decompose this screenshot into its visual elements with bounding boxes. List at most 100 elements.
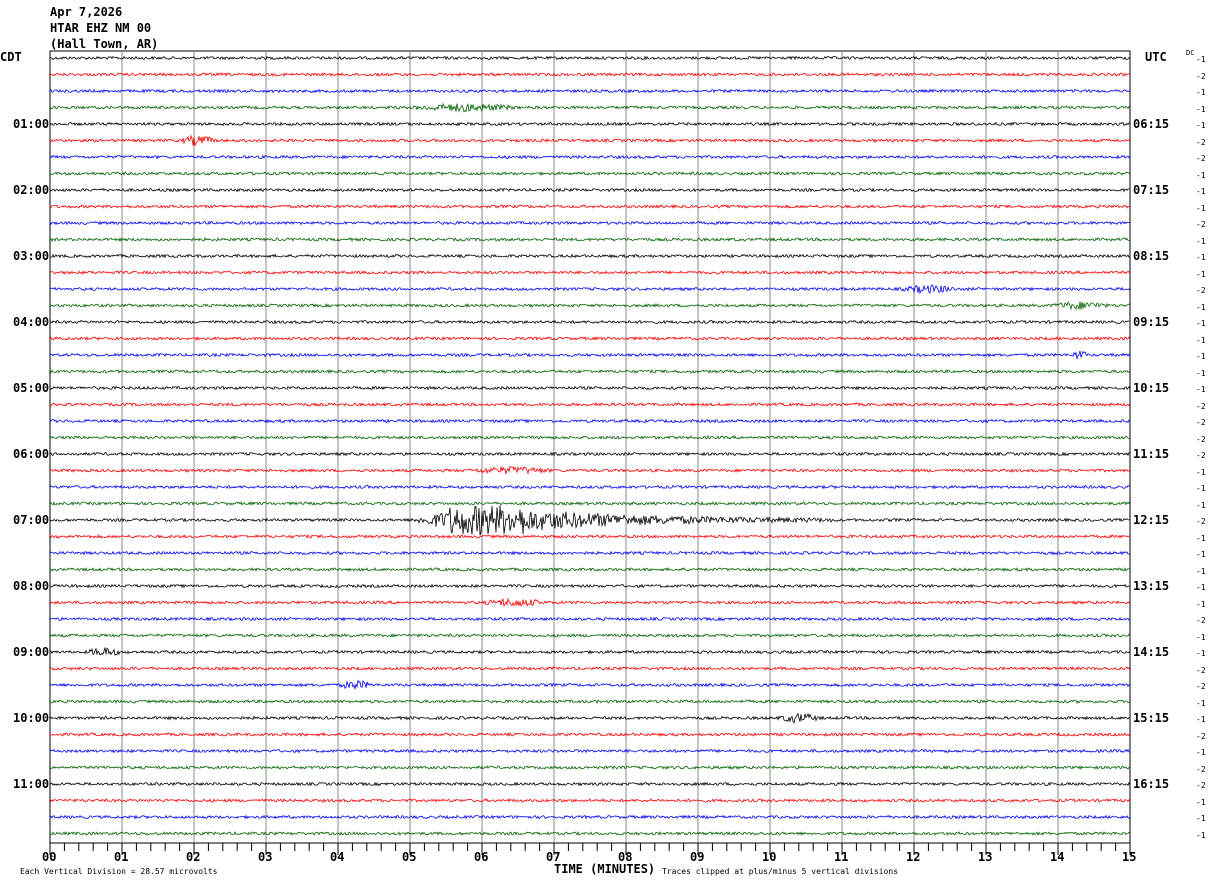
x-tick-label: 12 [906, 850, 921, 864]
right-hour-label: 10:15 [1133, 381, 1170, 395]
dc-offset-value: -1 [1196, 467, 1206, 477]
dc-offset-value: -1 [1196, 236, 1206, 246]
trace-line [49, 284, 1131, 295]
dc-offset-value: -1 [1196, 352, 1206, 361]
right-hour-label: 13:15 [1133, 579, 1170, 593]
dc-offset-value: -2 [1196, 154, 1206, 163]
trace-line [49, 204, 1131, 210]
dc-offset-value: -2 [1196, 401, 1206, 411]
dc-offset-value: -1 [1196, 88, 1206, 97]
dc-offset-value: -2 [1196, 781, 1206, 790]
x-tick-label: 06 [474, 850, 489, 864]
right-hour-label: 08:15 [1133, 249, 1170, 263]
dc-offset-value: -1 [1196, 203, 1206, 213]
x-tick-label: 04 [330, 850, 345, 864]
left-hour-label: 05:00 [13, 381, 50, 395]
left-hour-label: 08:00 [13, 579, 50, 593]
x-tick-label: 01 [114, 850, 129, 864]
x-tick-label: 00 [42, 850, 57, 864]
left-hour-label: 04:00 [13, 315, 50, 329]
x-tick-label: 03 [258, 850, 273, 864]
trace-line [49, 350, 1131, 359]
trace-line [49, 765, 1131, 770]
x-tick-label: 10 [762, 850, 777, 864]
right-hour-label: 12:15 [1133, 513, 1170, 527]
trace-line [49, 121, 1131, 127]
trace-line [50, 505, 1131, 536]
x-tick-label: 15 [1122, 850, 1137, 864]
trace-line [49, 466, 1131, 475]
trace-line [49, 385, 1131, 391]
date-label: Apr 7,2026 [50, 5, 123, 19]
dc-label: DC [1186, 49, 1195, 57]
trace-line [49, 798, 1131, 803]
dc-offset-value: -1 [1196, 649, 1206, 658]
trace-line [49, 665, 1131, 671]
x-tick-label: 13 [978, 850, 993, 864]
trace-line [49, 484, 1131, 490]
dc-offset-value: -1 [1196, 797, 1206, 807]
right-hour-label: 15:15 [1133, 711, 1170, 725]
dc-offset-value: -1 [1196, 698, 1206, 708]
plot-frame [49, 50, 1131, 844]
dc-offset-value: -1 [1196, 104, 1206, 114]
dc-offset-value: -1 [1196, 170, 1206, 180]
left-timezone-label: CDT [0, 50, 22, 64]
clip-note: Traces clipped at plus/minus 5 vertical … [662, 867, 899, 876]
left-hour-label: 11:00 [13, 777, 50, 791]
dc-offset-value: -1 [1196, 253, 1206, 262]
right-hour-label: 16:15 [1133, 777, 1170, 791]
dc-offset-value: -1 [1196, 533, 1206, 543]
dc-offset-value: -2 [1196, 517, 1206, 526]
x-tick-label: 14 [1050, 850, 1065, 864]
trace-line [49, 748, 1131, 754]
dc-offset-value: -2 [1196, 286, 1206, 295]
left-hour-label: 07:00 [13, 513, 50, 527]
left-hour-label: 09:00 [13, 645, 50, 659]
dc-offset-value: -1 [1196, 385, 1206, 394]
right-hour-label: 11:15 [1133, 447, 1170, 461]
trace-line [49, 616, 1131, 622]
dc-offset-value: -1 [1196, 500, 1206, 510]
dc-offset-value: -1 [1196, 121, 1206, 130]
dc-offset-value: -2 [1196, 418, 1206, 427]
dc-offset-value: -1 [1196, 830, 1206, 840]
trace-line [49, 501, 1131, 506]
trace-line [49, 55, 1131, 61]
dc-offset-value: -2 [1196, 220, 1206, 229]
x-tick-label: 05 [402, 850, 417, 864]
trace-line [49, 451, 1131, 457]
dc-offset-value: -1 [1196, 319, 1206, 328]
location-label: (Hall Town, AR) [50, 37, 159, 51]
dc-offset-value: -1 [1196, 632, 1206, 642]
trace-line [49, 102, 1131, 113]
dc-offset-value: -1 [1196, 550, 1206, 559]
trace-line [49, 336, 1131, 341]
trace-line [49, 647, 1131, 656]
x-tick-label: 09 [690, 850, 705, 864]
dc-offset-value: -2 [1196, 665, 1206, 675]
dc-offset-value: -2 [1196, 451, 1206, 460]
trace-line [49, 319, 1131, 325]
trace-line [49, 679, 1131, 691]
trace-line [49, 781, 1131, 787]
dc-offset-value: -1 [1196, 748, 1206, 757]
left-hour-label: 06:00 [13, 447, 50, 461]
trace-line [49, 830, 1131, 836]
left-hour-label: 01:00 [13, 117, 50, 131]
x-tick-label: 07 [546, 850, 561, 864]
dc-offset-value: -2 [1196, 731, 1206, 741]
trace-line [49, 583, 1131, 589]
trace-line [49, 154, 1131, 160]
trace-line [49, 253, 1131, 259]
right-hour-label: 06:15 [1133, 117, 1170, 131]
trace-line [49, 712, 1131, 724]
dc-offset-value: -2 [1196, 616, 1206, 625]
left-hour-label: 10:00 [13, 711, 50, 725]
dc-offset-value: -1 [1196, 583, 1206, 592]
x-tick-label: 08 [618, 850, 633, 864]
scale-note: Each Vertical Division = 28.57 microvolt… [20, 867, 218, 876]
dc-offset-value: -1 [1196, 55, 1206, 64]
right-hour-label: 09:15 [1133, 315, 1170, 329]
